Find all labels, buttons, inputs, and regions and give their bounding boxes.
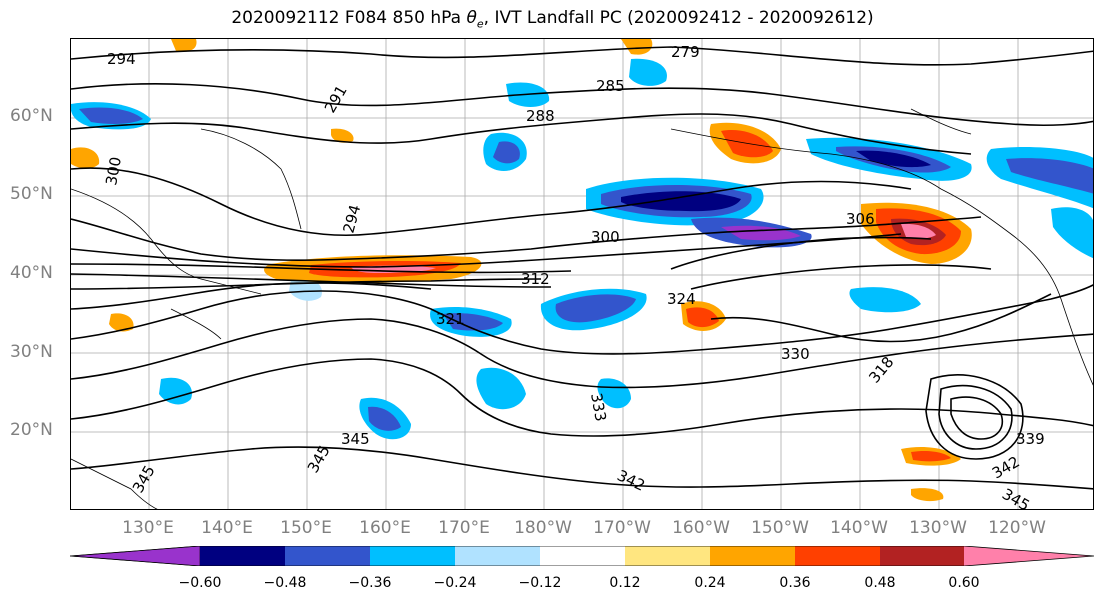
lon-label-170w: 170°W (593, 518, 651, 538)
colorbar-tick: −0.24 (433, 575, 477, 591)
lon-label-130w: 130°W (909, 518, 967, 538)
contour-label: 285 (596, 77, 625, 95)
lat-label-50n: 50°N (10, 184, 53, 204)
contour-label: 279 (671, 43, 700, 61)
colorbar-tick: −0.60 (178, 575, 222, 591)
colorbar-tick: −0.12 (518, 575, 562, 591)
lat-label-60n: 60°N (10, 106, 53, 126)
positive-anomaly-shading (71, 39, 972, 502)
colorbar-tick: 0.24 (694, 575, 726, 591)
colorbar-tick: −0.36 (348, 575, 392, 591)
coastlines (71, 108, 1093, 509)
figure-title: 2020092112 F084 850 hPa θe, IVT Landfall… (231, 8, 874, 31)
contour-label: 321 (436, 310, 465, 328)
colorbar-segment (200, 546, 285, 566)
colorbar-segment (625, 546, 710, 566)
contour-label: 333 (587, 392, 610, 423)
lon-label-150e: 150°E (280, 518, 332, 538)
contour-label: 300 (102, 155, 125, 186)
colorbar-tick: 0.12 (609, 575, 641, 591)
contour-label: 300 (591, 228, 620, 246)
contour-label: 291 (321, 82, 351, 116)
contour-label: 342 (614, 466, 648, 494)
colorbar-segment (540, 546, 625, 566)
lon-label-160e: 160°E (359, 518, 411, 538)
lat-label-20n: 20°N (10, 420, 53, 440)
graticule (71, 39, 1093, 509)
colorbar-segment (964, 546, 1094, 566)
lon-label-170e: 170°E (438, 518, 490, 538)
contour-label: 306 (846, 210, 875, 228)
contour-label: 294 (107, 50, 136, 68)
contour-label: 288 (526, 107, 555, 125)
colorbar-segment (70, 546, 201, 566)
contour-label: 324 (667, 290, 696, 308)
colorbar-tick: 0.36 (779, 575, 811, 591)
colorbar-segment (880, 546, 964, 566)
colorbar-segment (285, 546, 370, 566)
lon-label-130e: 130°E (122, 518, 174, 538)
contour-label: 330 (781, 345, 810, 363)
colorbar-tick: 0.60 (948, 575, 980, 591)
map-panel: 294 279 285 288 291 294 300 306 300 312 … (70, 38, 1094, 510)
contour-label: 312 (521, 270, 550, 288)
negative-anomaly-shading (71, 58, 1093, 440)
lon-label-150w: 150°W (751, 518, 809, 538)
colorbar (70, 546, 1094, 566)
colorbar-segment (370, 546, 455, 566)
contour-label: 339 (1016, 430, 1045, 448)
contour-label: 294 (339, 203, 364, 235)
theta-e-contours (71, 46, 1093, 490)
lon-label-140e: 140°E (201, 518, 253, 538)
colorbar-tick: −0.48 (263, 575, 307, 591)
colorbar-segment (455, 546, 540, 566)
lon-label-140w: 140°W (830, 518, 888, 538)
contour-label: 345 (341, 430, 370, 448)
colorbar-tick: 0.48 (864, 575, 896, 591)
contour-label: 345 (999, 485, 1033, 510)
lon-label-180w: 180°W (514, 518, 572, 538)
colorbar-segment (795, 546, 880, 566)
map-canvas: 294 279 285 288 291 294 300 306 300 312 … (71, 39, 1093, 510)
lat-label-40n: 40°N (10, 263, 53, 283)
lon-label-120w: 120°W (988, 518, 1046, 538)
colorbar-segment (710, 546, 795, 566)
lon-label-160w: 160°W (672, 518, 730, 538)
lat-label-30n: 30°N (10, 342, 53, 362)
